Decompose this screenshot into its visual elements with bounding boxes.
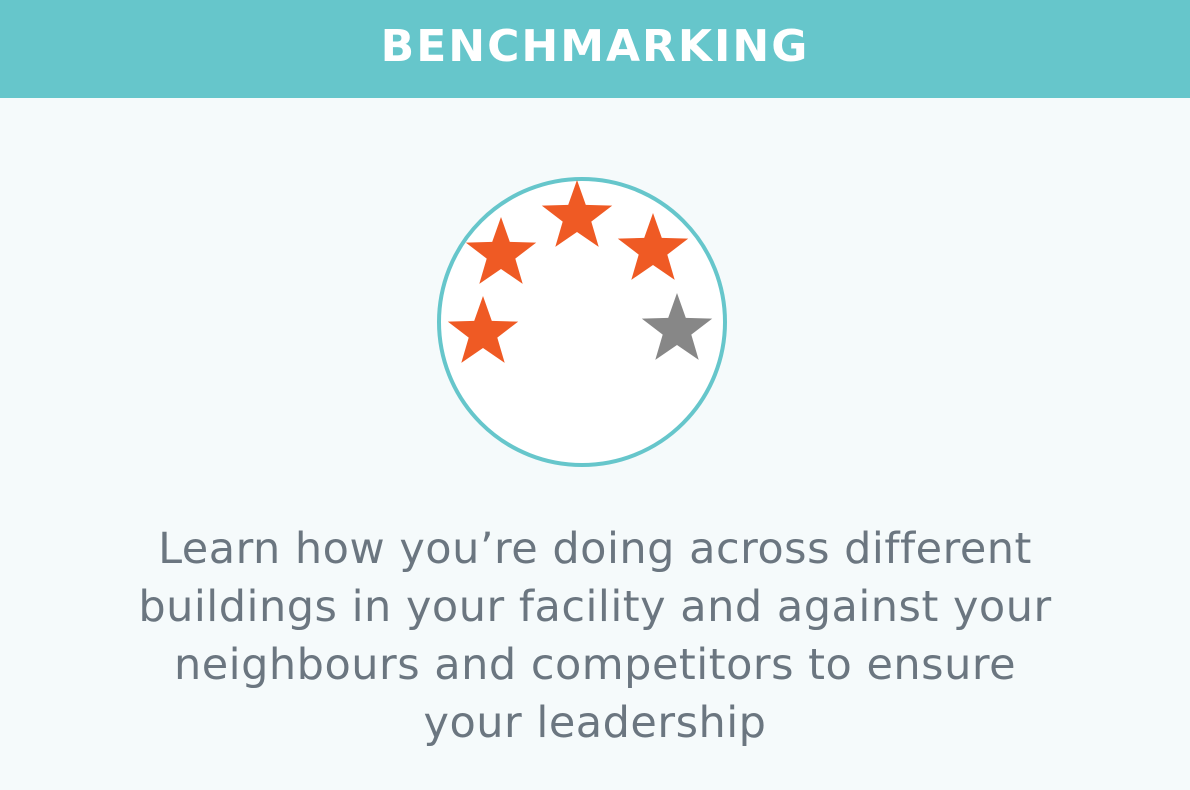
star-filled-icon xyxy=(465,217,537,284)
star-filled-icon xyxy=(447,296,519,363)
description-line: neighbours and competitors to ensure xyxy=(173,640,1017,690)
star-filled-icon xyxy=(617,213,689,280)
description-text: Learn how you’re doing across different … xyxy=(60,520,1130,752)
star-rating-emblem xyxy=(437,177,727,467)
description-line: buildings in your facility and against y… xyxy=(138,582,1052,632)
description-line: Learn how you’re doing across different xyxy=(158,524,1032,574)
star-filled-icon xyxy=(541,180,613,247)
header-banner: BENCHMARKING xyxy=(0,0,1190,98)
description-line: your leadership xyxy=(423,698,767,748)
star-empty-icon xyxy=(641,293,713,360)
header-title: BENCHMARKING xyxy=(380,21,810,72)
